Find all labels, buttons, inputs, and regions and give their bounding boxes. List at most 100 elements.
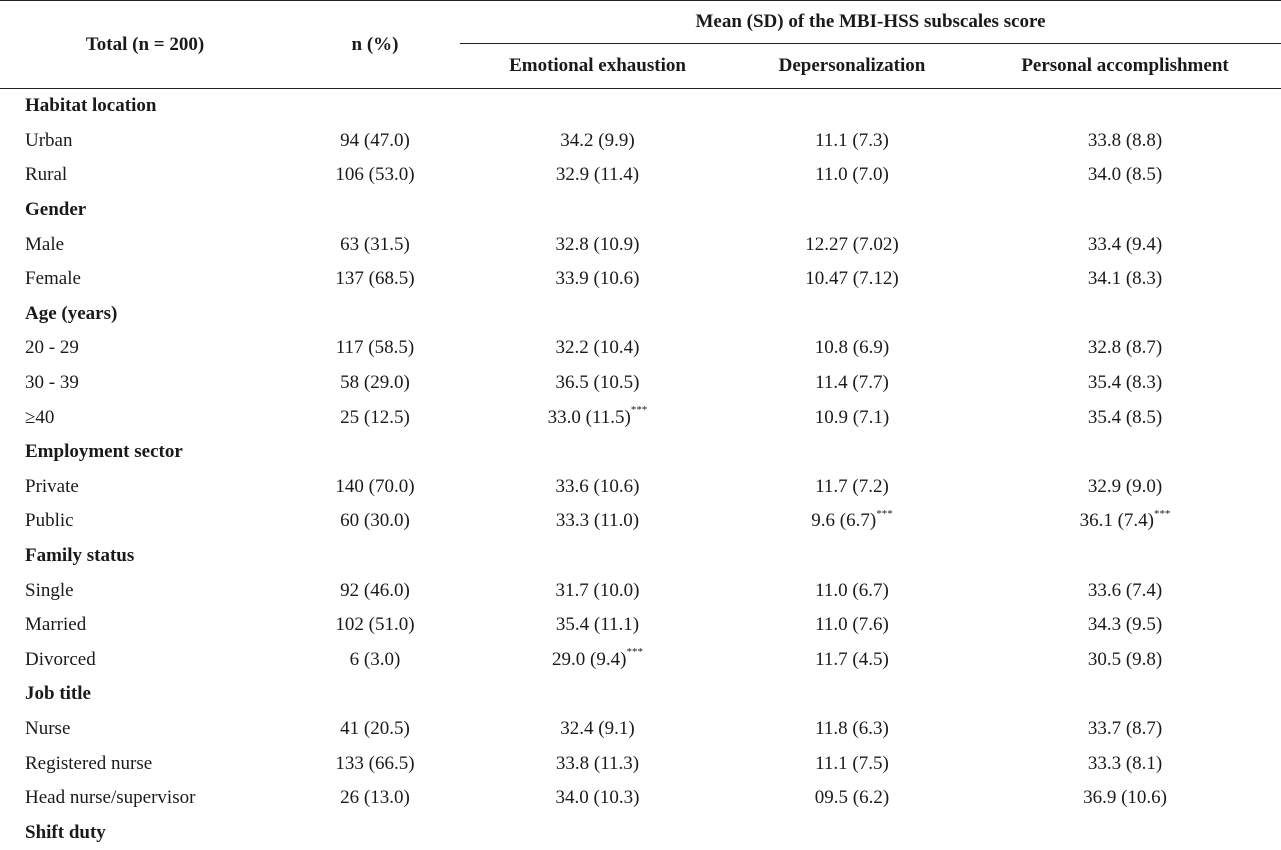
section-row: Job title <box>0 677 1281 712</box>
cell-emotional-exhaustion-value: 32.8 (10.9) <box>556 234 640 255</box>
cell-depersonalization-value: 12.27 (7.02) <box>805 234 898 255</box>
cell-personal-accomplishment: 33.3 (8.1) <box>969 746 1281 781</box>
row-label: Private <box>0 470 290 505</box>
row-label-value: Divorced <box>25 649 96 670</box>
cell-n-percent: 25 (12.5) <box>290 400 460 435</box>
column-header-depersonalization: Depersonalization <box>735 44 969 89</box>
cell-emotional-exhaustion: 34.0 (10.3) <box>460 781 735 816</box>
row-label: 20 - 29 <box>0 331 290 366</box>
section-label: Employment sector <box>0 435 1281 470</box>
cell-n-percent-value: 26 (13.0) <box>340 787 410 808</box>
cell-personal-accomplishment-value: 32.9 (9.0) <box>1088 476 1162 497</box>
row-label-value: Male <box>25 234 64 255</box>
cell-emotional-exhaustion: 33.9 (10.6) <box>460 262 735 297</box>
section-label: Shift duty <box>0 815 1281 850</box>
row-label-value: Private <box>25 476 79 497</box>
cell-emotional-exhaustion: 32.8 (10.9) <box>460 227 735 262</box>
cell-n-percent: 63 (31.5) <box>290 227 460 262</box>
cell-personal-accomplishment-value: 34.0 (8.5) <box>1088 164 1162 185</box>
cell-depersonalization: 09.5 (6.2) <box>735 781 969 816</box>
cell-depersonalization: 11.8 (6.3) <box>735 712 969 747</box>
cell-personal-accomplishment: 34.1 (8.3) <box>969 262 1281 297</box>
section-label: Family status <box>0 539 1281 574</box>
cell-personal-accomplishment: 35.4 (8.3) <box>969 366 1281 401</box>
cell-emotional-exhaustion-value: 34.2 (9.9) <box>560 130 634 151</box>
row-label: Public <box>0 504 290 539</box>
cell-n-percent-value: 117 (58.5) <box>336 337 414 358</box>
table-header: Total (n = 200) n (%) Mean (SD) of the M… <box>0 1 1281 89</box>
section-row: Employment sector <box>0 435 1281 470</box>
cell-personal-accomplishment: 33.6 (7.4) <box>969 573 1281 608</box>
cell-emotional-exhaustion-value: 33.6 (10.6) <box>556 476 640 497</box>
cell-personal-accomplishment-value: 35.4 (8.5) <box>1088 407 1162 428</box>
cell-depersonalization: 9.6 (6.7)*** <box>735 504 969 539</box>
cell-emotional-exhaustion: 35.4 (11.1) <box>460 608 735 643</box>
cell-emotional-exhaustion-value: 33.0 (11.5) <box>548 407 631 428</box>
cell-emotional-exhaustion: 29.0 (9.4)*** <box>460 643 735 678</box>
cell-depersonalization: 10.47 (7.12) <box>735 262 969 297</box>
significance-marker: *** <box>1154 508 1171 520</box>
row-label: Nurse <box>0 712 290 747</box>
cell-n-percent-value: 94 (47.0) <box>340 130 410 151</box>
cell-emotional-exhaustion-value: 36.5 (10.5) <box>556 372 640 393</box>
cell-n-percent-value: 102 (51.0) <box>335 614 414 635</box>
cell-depersonalization: 11.0 (6.7) <box>735 573 969 608</box>
row-label: ≥40 <box>0 400 290 435</box>
cell-personal-accomplishment: 33.8 (8.8) <box>969 124 1281 159</box>
cell-emotional-exhaustion: 36.5 (10.5) <box>460 366 735 401</box>
cell-n-percent: 137 (68.5) <box>290 262 460 297</box>
row-label-value: Rural <box>25 164 67 185</box>
cell-emotional-exhaustion-value: 33.9 (10.6) <box>556 268 640 289</box>
cell-personal-accomplishment-value: 36.1 (7.4) <box>1080 510 1154 531</box>
column-header-n-percent: n (%) <box>290 1 460 89</box>
cell-emotional-exhaustion: 33.3 (11.0) <box>460 504 735 539</box>
cell-personal-accomplishment-value: 30.5 (9.8) <box>1088 649 1162 670</box>
cell-n-percent-value: 140 (70.0) <box>335 476 414 497</box>
row-label-value: Nurse <box>25 718 70 739</box>
cell-emotional-exhaustion: 33.0 (11.5)*** <box>460 400 735 435</box>
cell-personal-accomplishment: 34.0 (8.5) <box>969 158 1281 193</box>
row-label-value: Female <box>25 268 81 289</box>
cell-n-percent-value: 92 (46.0) <box>340 580 410 601</box>
section-label: Age (years) <box>0 297 1281 332</box>
cell-depersonalization: 11.0 (7.0) <box>735 158 969 193</box>
cell-n-percent: 58 (29.0) <box>290 366 460 401</box>
cell-emotional-exhaustion: 34.2 (9.9) <box>460 124 735 159</box>
cell-personal-accomplishment: 33.4 (9.4) <box>969 227 1281 262</box>
cell-n-percent: 94 (47.0) <box>290 124 460 159</box>
row-label-value: ≥40 <box>25 407 54 428</box>
row-label-value: Registered nurse <box>25 753 152 774</box>
cell-emotional-exhaustion-value: 32.4 (9.1) <box>560 718 634 739</box>
cell-depersonalization-value: 10.9 (7.1) <box>815 407 889 428</box>
cell-n-percent: 102 (51.0) <box>290 608 460 643</box>
row-label-value: Married <box>25 614 86 635</box>
cell-personal-accomplishment: 32.8 (8.7) <box>969 331 1281 366</box>
cell-personal-accomplishment: 35.4 (8.5) <box>969 400 1281 435</box>
section-label: Job title <box>0 677 1281 712</box>
cell-n-percent-value: 58 (29.0) <box>340 372 410 393</box>
cell-emotional-exhaustion-value: 29.0 (9.4) <box>552 649 626 670</box>
significance-marker: *** <box>631 404 648 416</box>
significance-marker: *** <box>626 646 643 658</box>
cell-depersonalization: 11.7 (4.5) <box>735 643 969 678</box>
cell-personal-accomplishment-value: 33.4 (9.4) <box>1088 234 1162 255</box>
cell-personal-accomplishment-value: 33.7 (8.7) <box>1088 718 1162 739</box>
cell-emotional-exhaustion: 32.9 (11.4) <box>460 158 735 193</box>
cell-n-percent: 106 (53.0) <box>290 158 460 193</box>
cell-n-percent: 6 (3.0) <box>290 643 460 678</box>
cell-n-percent: 26 (13.0) <box>290 781 460 816</box>
section-row: Shift duty <box>0 815 1281 850</box>
cell-depersonalization: 11.4 (7.7) <box>735 366 969 401</box>
cell-personal-accomplishment-value: 35.4 (8.3) <box>1088 372 1162 393</box>
cell-depersonalization: 11.1 (7.3) <box>735 124 969 159</box>
cell-depersonalization: 10.8 (6.9) <box>735 331 969 366</box>
cell-emotional-exhaustion: 33.6 (10.6) <box>460 470 735 505</box>
column-header-total: Total (n = 200) <box>0 1 290 89</box>
